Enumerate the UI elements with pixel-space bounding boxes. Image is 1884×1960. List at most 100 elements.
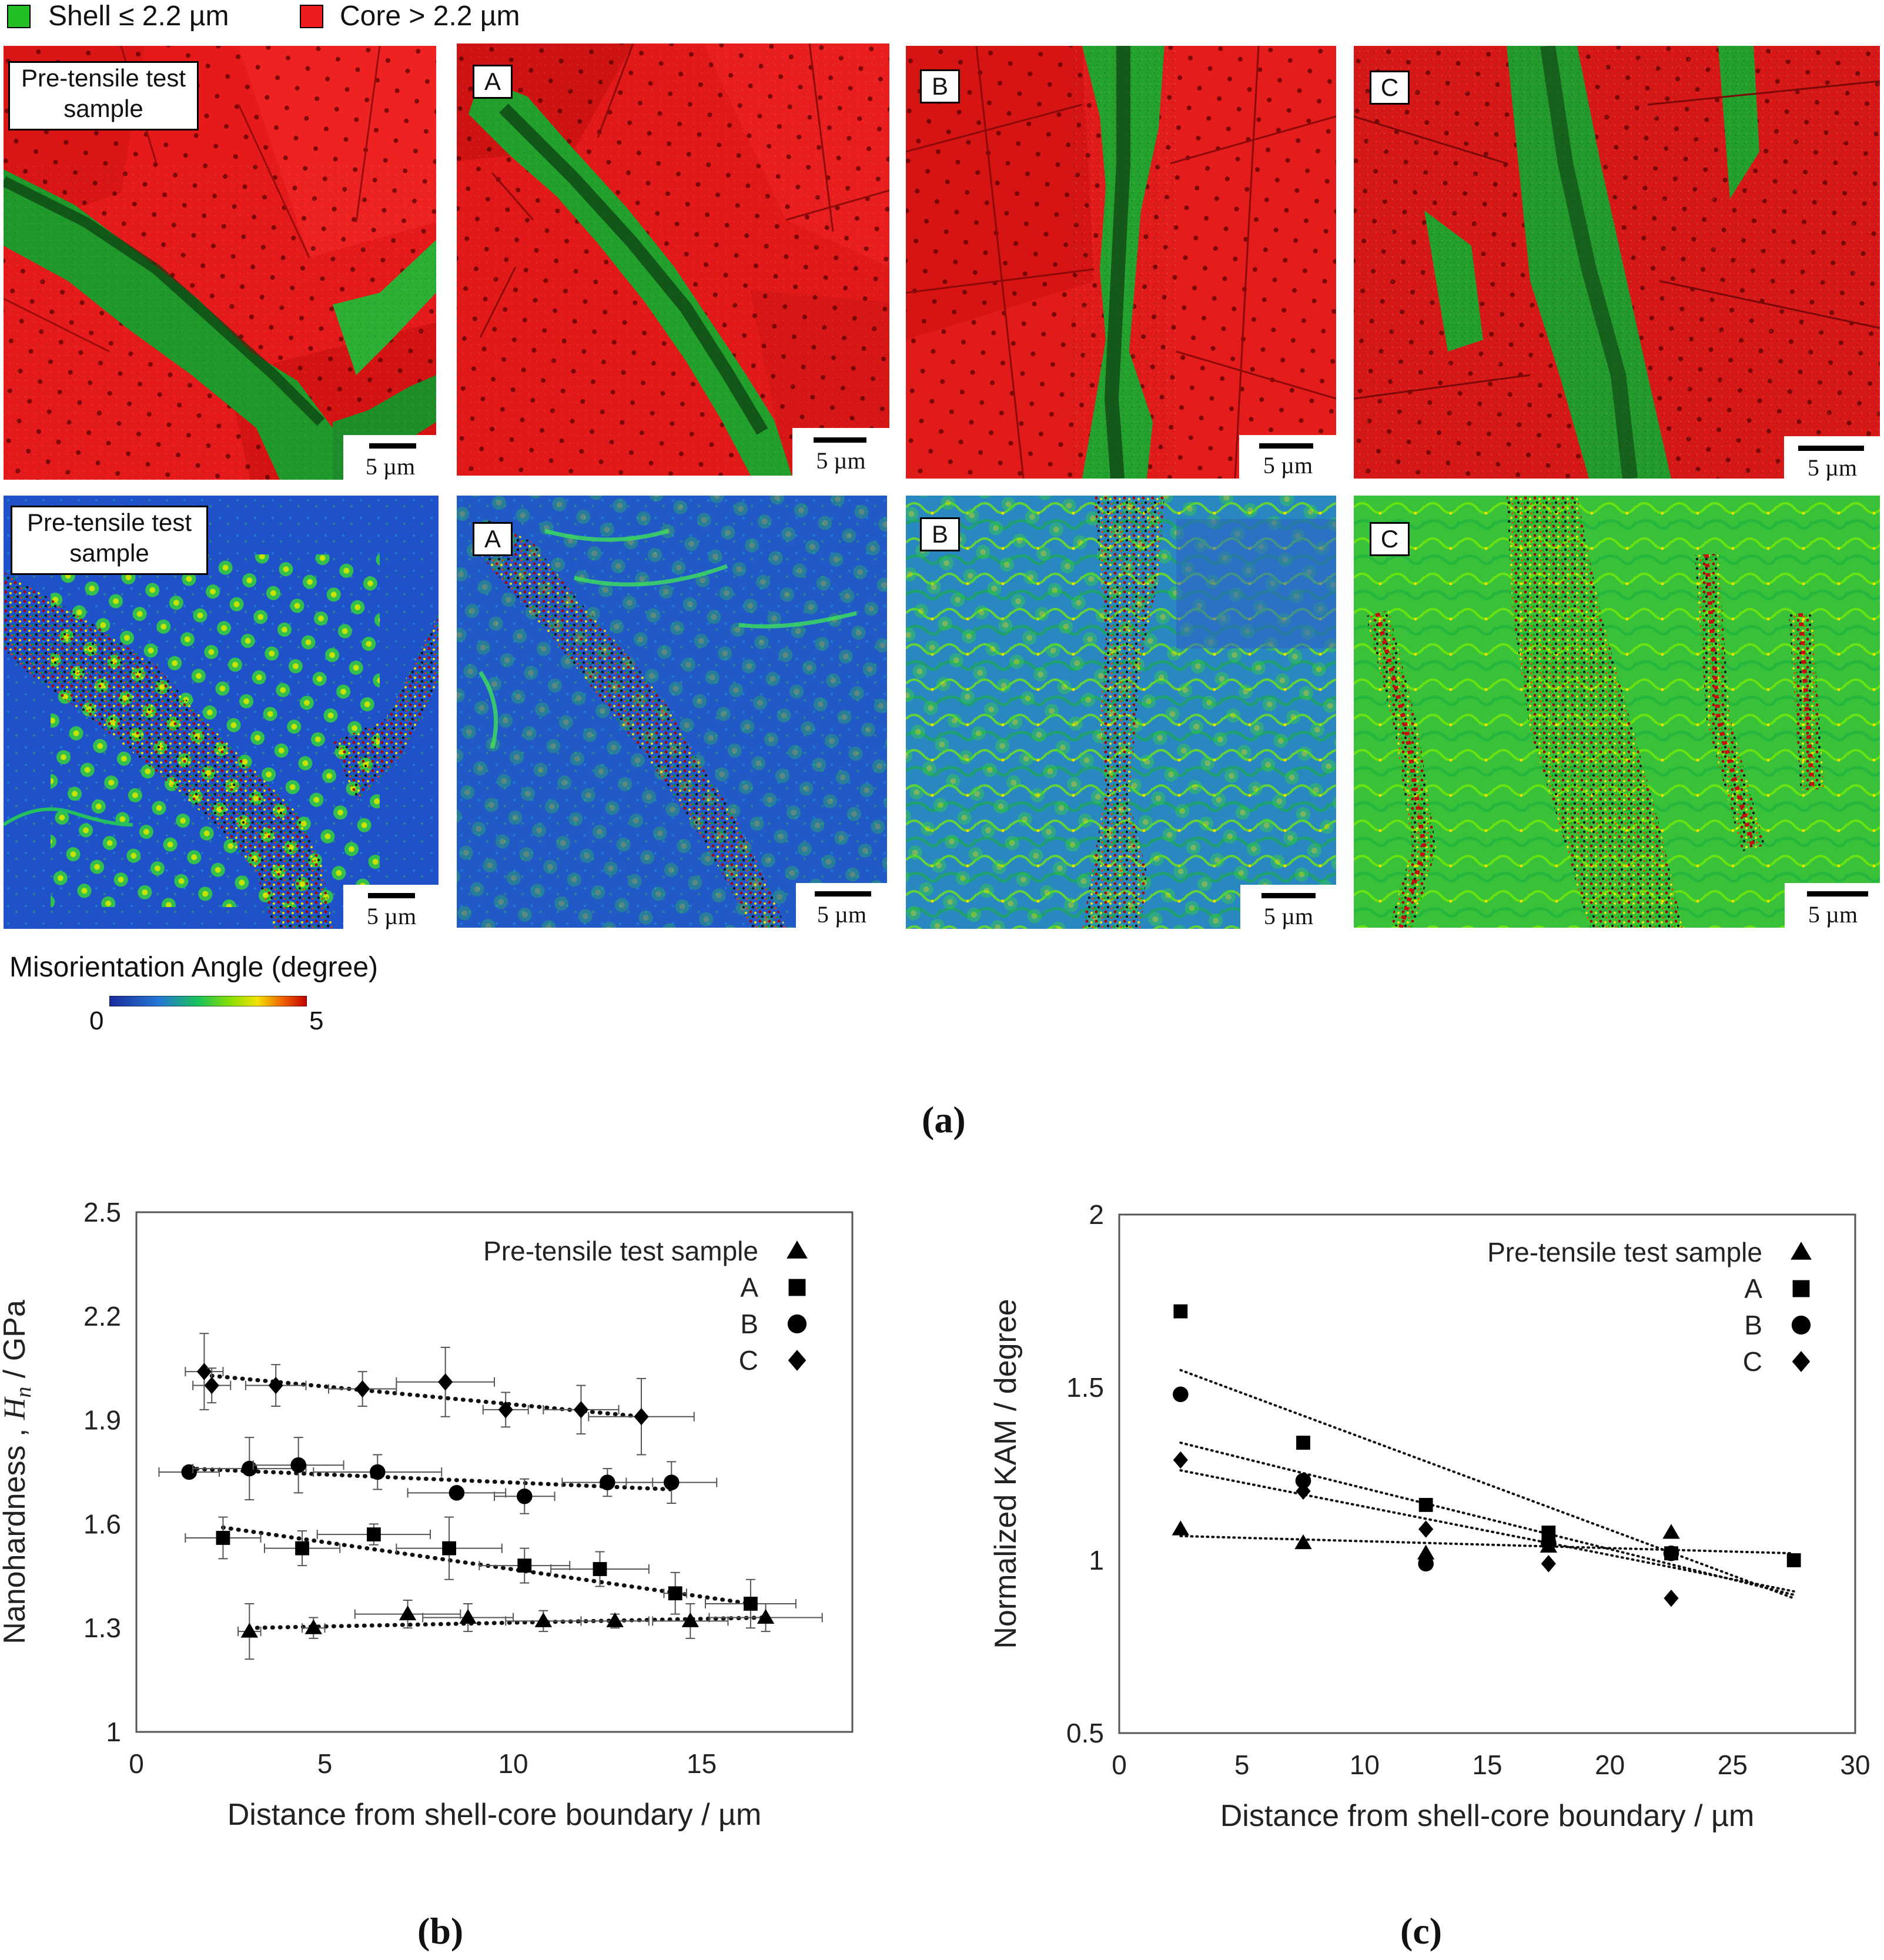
scale-bar-c-top: 5 µm (1784, 436, 1880, 481)
data-point (517, 1558, 532, 1573)
y-tick-label: 1 (106, 1717, 121, 1747)
phase-map-a (457, 44, 889, 476)
x-tick-label: 30 (1840, 1750, 1870, 1780)
plot-frame (135, 1211, 854, 1733)
phase-map-pre-tensile (4, 46, 436, 480)
data-point (1786, 1553, 1801, 1567)
data-point (606, 1612, 624, 1627)
caption-b: (b) (417, 1910, 464, 1952)
scale-bar-label: 5 µm (816, 447, 866, 474)
y-tick-label: 1.9 (83, 1405, 121, 1436)
data-point (634, 1408, 649, 1426)
scale-bar-label: 5 µm (1263, 452, 1313, 479)
pre-label-line2: sample (63, 95, 143, 122)
scale-bar-c-bottom: 5 µm (1785, 883, 1881, 928)
scale-bar-label: 5 µm (1808, 901, 1858, 928)
legend-entry-label: C (739, 1345, 758, 1376)
scale-bar-label: 5 µm (366, 903, 417, 929)
y-tick-label: 2 (1089, 1199, 1104, 1230)
y-tick-label: 2.2 (83, 1301, 121, 1332)
data-point (304, 1619, 322, 1634)
data-point (204, 1376, 219, 1394)
trend-line (1179, 1469, 1795, 1593)
y-tick-label: 1 (1089, 1545, 1104, 1576)
core-legend-label: Core > 2.2 µm (340, 1, 520, 32)
colorbar-max: 5 (309, 1006, 324, 1035)
data-point (593, 1562, 607, 1576)
caption-c: (c) (1400, 1910, 1443, 1952)
trend-line (1179, 1441, 1795, 1596)
data-point (355, 1380, 370, 1398)
data-point (668, 1586, 682, 1601)
scale-bar-pre-tensile-top: 5 µm (343, 435, 437, 482)
legend-marker (1792, 1280, 1810, 1297)
legend-entry-label: Pre-tensile test sample (483, 1236, 758, 1266)
panel-label-a-top: A (473, 65, 513, 99)
legend-entry-label: Pre-tensile test sample (1487, 1237, 1762, 1267)
data-point (498, 1401, 513, 1419)
data-point (1173, 1304, 1188, 1319)
scale-bar-label: 5 µm (1263, 903, 1314, 929)
data-point (442, 1541, 456, 1556)
data-point (1663, 1545, 1679, 1561)
x-tick-label: 15 (1472, 1750, 1502, 1780)
y-tick-label: 1.6 (83, 1509, 121, 1539)
y-tick-label: 1.3 (83, 1613, 121, 1643)
panel-label-a-bottom: A (473, 522, 513, 556)
x-tick-label: 10 (498, 1748, 528, 1779)
trend-line (247, 1616, 768, 1630)
core-swatch (300, 5, 323, 28)
data-point (600, 1474, 615, 1490)
data-point (449, 1485, 465, 1501)
data-point (1664, 1589, 1679, 1607)
data-point (1541, 1535, 1557, 1551)
data-point (366, 1527, 381, 1541)
panel-label-b-top: B (920, 69, 960, 103)
phase-map-c (1354, 46, 1880, 479)
legend-entry-label: B (740, 1309, 758, 1339)
kam-map-c (1354, 496, 1880, 928)
legend-marker (787, 1314, 807, 1334)
data-point (744, 1597, 758, 1611)
legend-entry-label: A (740, 1272, 758, 1303)
data-point (1173, 1386, 1189, 1403)
data-point (240, 1623, 259, 1638)
legend-entry-label: C (1743, 1346, 1762, 1377)
data-point (1294, 1534, 1312, 1550)
data-point (1173, 1451, 1188, 1469)
data-point (196, 1363, 212, 1380)
data-point (1296, 1436, 1310, 1450)
data-point (534, 1612, 553, 1627)
panel-label-b-bottom: B (920, 517, 960, 551)
phase-legend: Shell ≤ 2.2 µm Core > 2.2 µm (0, 0, 588, 33)
panel-label-pre-tensile-bottom: Pre-tensile test sample (11, 506, 208, 575)
x-tick-label: 25 (1718, 1750, 1748, 1780)
legend-marker (1791, 1315, 1811, 1335)
data-point (573, 1401, 589, 1419)
x-tick-label: 10 (1350, 1750, 1380, 1780)
data-point (216, 1531, 230, 1545)
pre-label-line1: Pre-tensile test (21, 64, 186, 92)
data-point (399, 1605, 417, 1621)
data-point (516, 1488, 533, 1504)
data-point (1418, 1520, 1434, 1538)
data-point (1172, 1520, 1190, 1536)
legend-marker (787, 1240, 808, 1259)
x-tick-label: 0 (129, 1748, 144, 1779)
x-tick-label: 5 (317, 1748, 333, 1779)
pre-label-line2-bottom: sample (69, 539, 149, 567)
shell-legend-label: Shell ≤ 2.2 µm (48, 1, 229, 32)
x-tick-label: 15 (687, 1748, 717, 1779)
data-point (1417, 1544, 1435, 1560)
plot-frame (1118, 1213, 1856, 1734)
phase-map-b (906, 46, 1336, 479)
x-axis-label: Distance from shell-core boundary / µm (227, 1798, 762, 1832)
pre-label-line1-bottom: Pre-tensile test (26, 509, 192, 536)
data-point (681, 1612, 700, 1627)
trend-line (1179, 1369, 1795, 1600)
data-point (1418, 1498, 1433, 1512)
colorbar-title: Misorientation Angle (degree) (9, 952, 379, 983)
x-tick-label: 5 (1234, 1750, 1250, 1780)
data-point (1541, 1555, 1556, 1573)
data-point (757, 1608, 775, 1624)
